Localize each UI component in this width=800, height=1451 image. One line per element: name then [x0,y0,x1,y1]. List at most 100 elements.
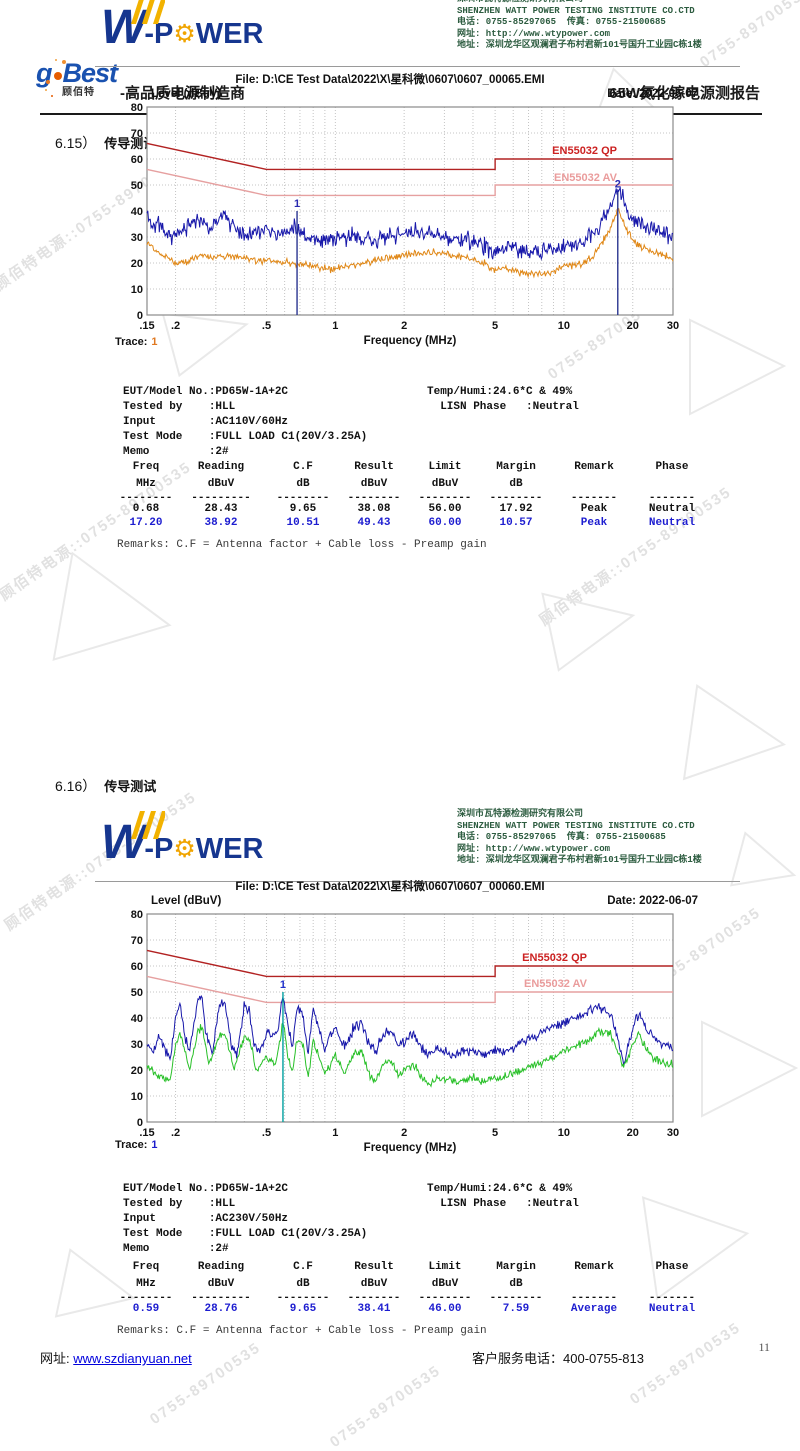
svg-text:EN55032 QP: EN55032 QP [552,145,617,157]
table-cell: Neutral [648,517,696,529]
svg-text:1: 1 [294,198,300,210]
table-cell: Margin [496,461,536,473]
svg-text:20: 20 [627,1127,639,1139]
table-cell: 9.65 [289,1303,317,1315]
table-cell: --------- [191,494,251,502]
svg-text:60: 60 [131,154,143,166]
watermark-triangle-icon [701,1020,799,1118]
section-heading-616: 6.16） 传导测试 [55,776,156,796]
svg-text:.2: .2 [171,1127,180,1139]
table-cell: 56.00 [428,503,462,515]
trace-number: 1 [151,1139,158,1151]
section-number: 6.15） [55,135,97,151]
table-cell: -------- [347,494,401,502]
environment-info: Temp/Humi:24.6*C & 49% LISN Phase :Neutr… [427,1183,579,1210]
section-number: 6.16） [55,778,97,794]
table-cell: Reading [197,1261,245,1273]
svg-text:70: 70 [131,935,143,947]
svg-text:.5: .5 [262,320,271,332]
table-cell: dBuV [207,1278,235,1290]
table-cell: Result [354,461,394,473]
table-cell: Phase [655,461,689,473]
svg-text:2: 2 [401,320,407,332]
svg-text:2: 2 [401,1127,407,1139]
table-cell: Neutral [648,1303,696,1315]
eut-info: EUT/Model No.:PD65W-1A+2C Tested by :HLL… [123,1183,368,1255]
table-cell: 49.43 [357,517,391,529]
logo-letter: Best [62,58,119,88]
table-cell: Freq [132,461,160,473]
svg-text:5: 5 [492,320,498,332]
svg-text:10: 10 [558,1127,570,1139]
section-title: 传导测试 [104,136,157,151]
svg-text:2: 2 [615,179,621,191]
table-cell: 60.00 [428,517,462,529]
divider [95,881,740,882]
table-cell: ------- [570,1294,618,1302]
watermark-triangle-icon [729,831,797,887]
svg-text:.15: .15 [139,320,154,332]
svg-text:Frequency (MHz): Frequency (MHz) [364,1142,457,1154]
table-cell: Remark [574,461,614,473]
table-cell: dBuV [431,1278,459,1290]
table-cell: -------- [489,494,543,502]
watermark-text: 0755-89700535 [696,0,800,72]
table-cell: 0.68 [132,503,160,515]
remarks-line: Remarks: C.F = Antenna factor + Cable lo… [117,1325,487,1337]
table-cell: -------- [347,1294,401,1302]
watermark-triangle-icon [682,684,787,781]
table-cell: Limit [428,461,462,473]
svg-text:10: 10 [131,284,143,296]
table-cell: -------- [276,1294,330,1302]
table-cell: Remark [574,1261,614,1273]
svg-text:30: 30 [131,1039,143,1051]
lab-contact-info: 深圳市瓦特源检测研究有限公司 SHENZHEN WATT POWER TESTI… [457,0,702,50]
watermark-triangle-icon [52,551,172,661]
table-cell: C.F [293,461,313,473]
svg-text:5: 5 [492,1127,498,1139]
y-axis-title: Level (dBuV) [151,895,222,907]
svg-text:80: 80 [131,102,143,114]
website-link[interactable]: www.szdianyuan.net [73,1351,192,1366]
results-table: Freq Reading C.F Result Limit Margin Remark Pha… [117,460,717,551]
table-cell: dBuV [207,478,235,490]
section-heading-615: 6.15） 传导测试 [55,133,156,153]
lab-contact-info: 深圳市瓦特源检测研究有限公司 SHENZHEN WATT POWER TESTI… [457,809,702,865]
table-cell: 38.08 [357,503,391,515]
table-cell: -------- [276,494,330,502]
svg-text:EN55032 AV: EN55032 AV [524,978,588,990]
divider [95,66,740,67]
logo-stripes-icon [131,0,165,24]
table-cell: ------- [570,494,618,502]
wpower-logo: W-P⚙WER [101,811,264,877]
svg-text:EN55032 AV: EN55032 AV [554,172,618,184]
table-cell: -------- [418,1294,472,1302]
svg-text:Frequency (MHz): Frequency (MHz) [364,335,457,347]
svg-text:0: 0 [137,310,143,322]
y-axis-title: Level (dBuV) [151,88,222,100]
svg-text:60: 60 [131,961,143,973]
table-cell: dB [509,1278,523,1290]
table-cell: Freq [132,1261,160,1273]
svg-text:20: 20 [131,1065,143,1077]
table-cell: -------- [489,1294,543,1302]
svg-text:10: 10 [131,1091,143,1103]
table-cell: MHz [136,478,156,490]
logo-letter: WER [195,833,264,865]
website-line: 网址: www.szdianyuan.net [40,1351,192,1366]
table-cell: 17.20 [129,517,163,529]
table-cell: 9.65 [289,503,317,515]
table-cell: MHz [136,1278,156,1290]
table-cell: dBuV [360,478,388,490]
table-cell [637,1277,707,1294]
gear-icon: ⚙ [173,835,196,863]
table-cell: Reading [197,461,245,473]
svg-text:.15: .15 [139,1127,154,1139]
section-title: 传导测试 [104,779,157,794]
svg-text:1: 1 [280,979,286,991]
file-path: File: D:\CE Test Data\2022\X\星科微\0607\06… [235,74,545,86]
gobest-logo: g Best 顾佰特 [36,58,126,98]
table-cell: 46.00 [428,1303,462,1315]
environment-info: Temp/Humi:24.6*C & 49% LISN Phase :Neutr… [427,386,579,413]
table-cell: 28.43 [204,503,238,515]
